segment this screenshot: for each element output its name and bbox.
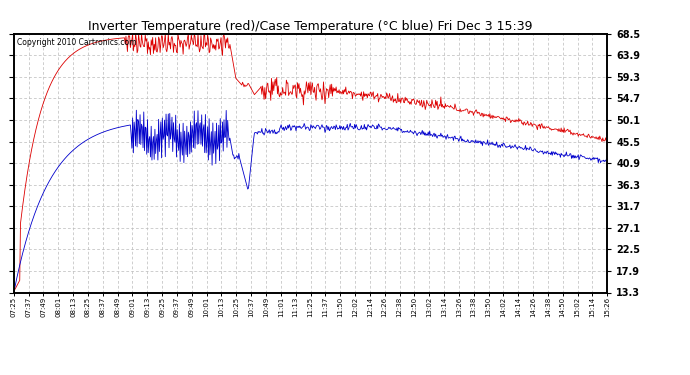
Text: Copyright 2010 Cartronics.com: Copyright 2010 Cartronics.com	[17, 38, 136, 46]
Title: Inverter Temperature (red)/Case Temperature (°C blue) Fri Dec 3 15:39: Inverter Temperature (red)/Case Temperat…	[88, 20, 533, 33]
